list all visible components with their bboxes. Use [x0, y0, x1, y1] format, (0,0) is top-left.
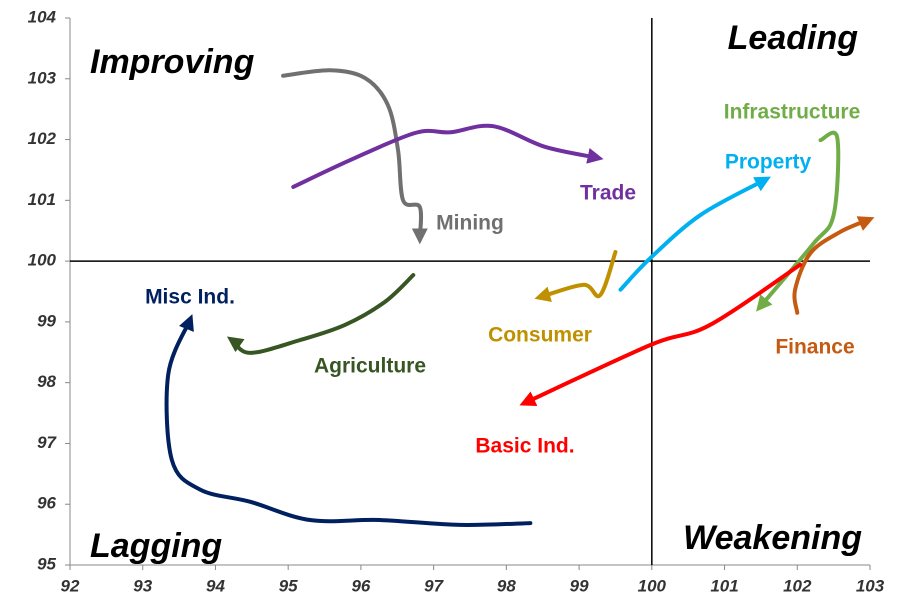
- x-tick-label: 95: [279, 576, 298, 595]
- x-tick-label: 97: [424, 576, 444, 595]
- series-line: [519, 262, 803, 406]
- series-label: Basic Ind.: [475, 435, 574, 458]
- y-tick-label: 101: [28, 190, 56, 209]
- series-line: [164, 314, 533, 527]
- series-label: Mining: [436, 212, 504, 235]
- x-tick-label: 101: [710, 576, 738, 595]
- quadrant-label: Weakening: [683, 519, 862, 557]
- quadrant-label: Leading: [728, 19, 859, 57]
- x-tick-label: 99: [570, 576, 589, 595]
- series-label: Property: [725, 151, 812, 174]
- y-tick-label: 103: [28, 68, 57, 87]
- series-label: Infrastructure: [724, 101, 861, 124]
- y-tick-label: 100: [28, 251, 57, 270]
- y-tick-label: 97: [37, 433, 57, 452]
- quadrant-label: Improving: [90, 43, 255, 81]
- series-label: Misc Ind.: [145, 286, 235, 309]
- series-line: [618, 176, 771, 292]
- y-tick-label: 98: [37, 372, 56, 391]
- x-tick-label: 98: [497, 576, 516, 595]
- series-line: [226, 273, 416, 355]
- series-line: [291, 123, 604, 189]
- x-tick-label: 103: [856, 576, 885, 595]
- y-tick-label: 104: [28, 7, 57, 26]
- series-line: [534, 249, 618, 303]
- quadrant-label: Lagging: [90, 527, 222, 565]
- x-tick-label: 96: [351, 576, 370, 595]
- series-line: [792, 216, 875, 315]
- x-tick-label: 102: [783, 576, 812, 595]
- x-tick-label: 100: [638, 576, 667, 595]
- series-label: Consumer: [488, 324, 592, 347]
- series-label: Finance: [775, 336, 854, 359]
- y-tick-label: 99: [37, 311, 56, 330]
- y-tick-label: 95: [37, 554, 56, 573]
- series-label: Agriculture: [314, 355, 426, 378]
- series-line: [281, 68, 428, 245]
- x-tick-label: 92: [61, 576, 80, 595]
- x-tick-label: 93: [133, 576, 152, 595]
- series-label: Trade: [580, 182, 636, 205]
- x-tick-label: 94: [206, 576, 225, 595]
- y-tick-label: 102: [28, 129, 57, 148]
- y-tick-label: 96: [37, 494, 56, 513]
